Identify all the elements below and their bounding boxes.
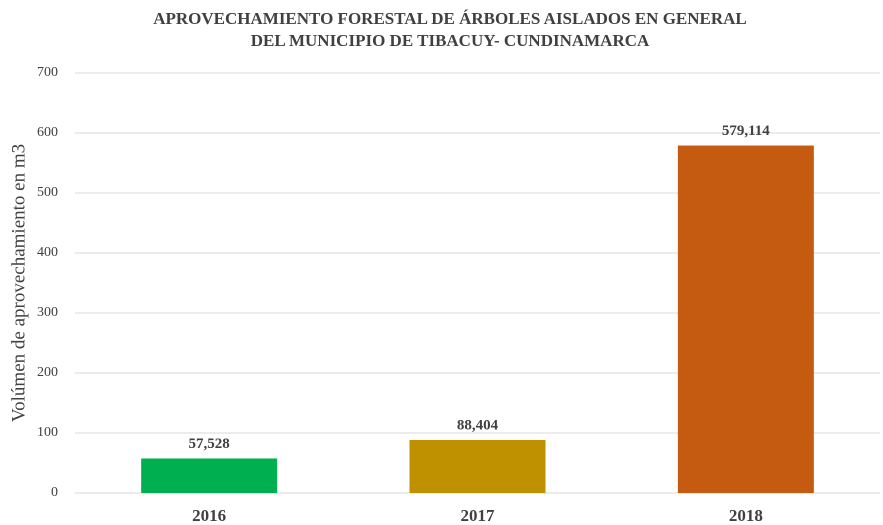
x-tick-label: 2017 <box>461 506 496 525</box>
data-label: 88,404 <box>457 417 499 433</box>
y-axis-label: Volúmen de aprovechamiento en m3 <box>8 144 29 422</box>
x-tick-label: 2018 <box>729 506 763 525</box>
chart-title: DEL MUNICIPIO DE TIBACUY- CUNDINAMARCA <box>251 31 650 50</box>
data-label: 57,528 <box>189 436 230 452</box>
bar <box>409 439 546 493</box>
y-tick-label: 200 <box>37 365 58 380</box>
data-label: 579,114 <box>722 123 770 139</box>
y-tick-label: 100 <box>37 425 58 440</box>
bar <box>677 145 814 493</box>
y-tick-label: 700 <box>37 65 58 80</box>
y-tick-label: 400 <box>37 245 58 260</box>
y-tick-label: 600 <box>37 125 58 140</box>
y-tick-label: 0 <box>51 485 58 500</box>
y-tick-label: 300 <box>37 305 58 320</box>
chart-title: APROVECHAMIENTO FORESTAL DE ÁRBOLES AISL… <box>153 9 747 28</box>
bar <box>141 458 278 493</box>
x-tick-label: 2016 <box>192 506 226 525</box>
y-tick-label: 500 <box>37 185 58 200</box>
